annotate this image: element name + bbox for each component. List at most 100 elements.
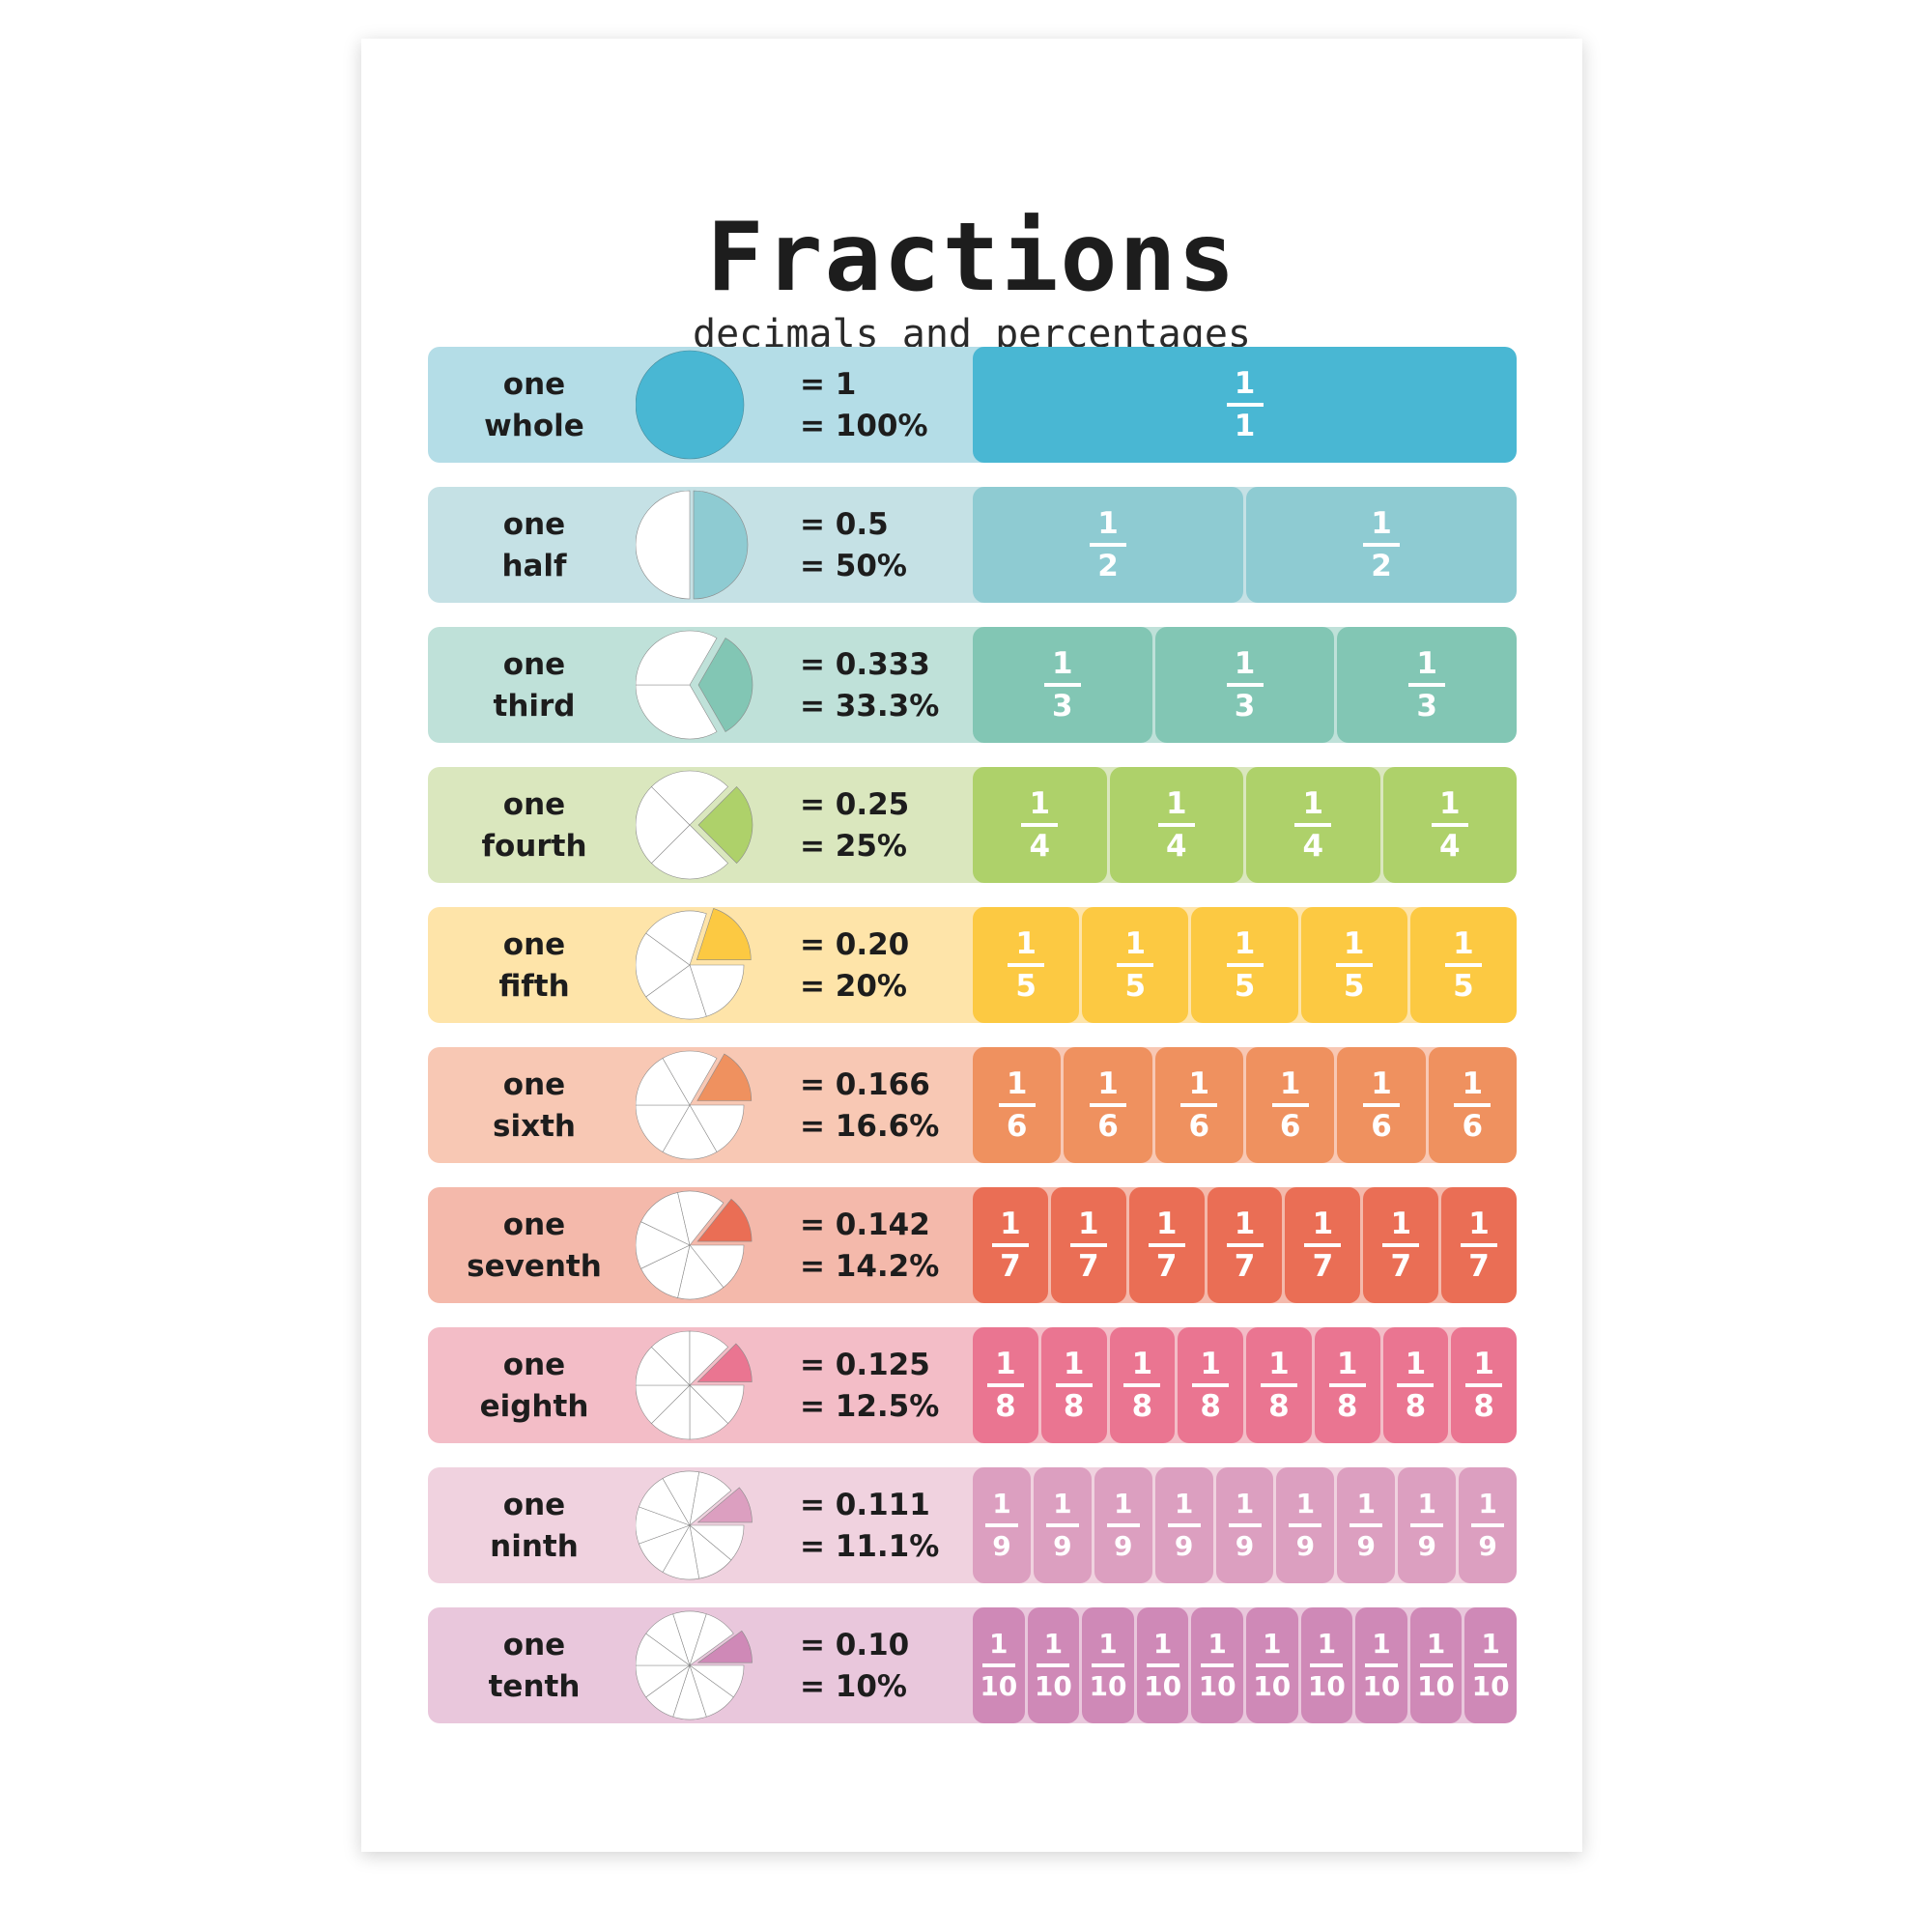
fraction-cell: 1 10 [1245, 1607, 1298, 1723]
pie-slice-highlighted [697, 785, 753, 865]
fraction-name-line2: ninth [490, 1529, 579, 1564]
numerator: 1 [1302, 786, 1324, 821]
numerator: 1 [1053, 1488, 1072, 1520]
denominator: 6 [1279, 1109, 1301, 1144]
fraction-name: one half [428, 504, 640, 587]
numerator: 1 [1405, 1347, 1427, 1381]
pie-icon [636, 630, 753, 740]
fraction-line [1069, 1243, 1107, 1247]
fraction-line [986, 1383, 1024, 1387]
denominator: 9 [1174, 1530, 1194, 1562]
numerator: 1 [1343, 926, 1365, 961]
fraction-line [1148, 1243, 1185, 1247]
denominator: 6 [1371, 1109, 1392, 1144]
denominator: 5 [1453, 969, 1474, 1004]
fraction-name-line2: half [501, 549, 567, 583]
pie-slice-highlighted [693, 490, 749, 600]
numerator: 1 [1098, 1628, 1118, 1660]
pie-slice [650, 770, 729, 826]
fraction-line [1045, 1523, 1079, 1527]
denominator: 8 [1473, 1389, 1494, 1424]
pie-slice-highlighted [696, 908, 752, 961]
fraction-line [1255, 1663, 1289, 1667]
denominator: 6 [1462, 1109, 1484, 1144]
numerator: 1 [1234, 646, 1256, 681]
denominator: 8 [1131, 1389, 1153, 1424]
numerator: 1 [1208, 1628, 1227, 1660]
decimal-value: = 0.20 [800, 927, 910, 962]
numerator: 1 [1371, 1066, 1392, 1101]
fraction-name: one fifth [428, 924, 640, 1008]
fraction-name-line2: sixth [493, 1109, 576, 1144]
fraction-line [1397, 1383, 1435, 1387]
fraction-values: = 0.111 = 11.1% [800, 1485, 939, 1568]
pie-slice [636, 630, 718, 686]
fraction-line [998, 1103, 1036, 1107]
numerator: 1 [1416, 646, 1437, 681]
denominator: 9 [1478, 1530, 1497, 1562]
fraction-line [1461, 1243, 1498, 1247]
denominator: 7 [1312, 1249, 1334, 1284]
numerator: 1 [1468, 1207, 1490, 1241]
denominator: 10 [1034, 1670, 1072, 1702]
fraction-line [1471, 1523, 1505, 1527]
fraction-line [1260, 1383, 1297, 1387]
decimal-value: = 0.166 [800, 1067, 930, 1102]
numerator: 1 [1097, 1066, 1119, 1101]
percent-value: = 10% [800, 1669, 907, 1704]
pie-slice [689, 964, 745, 1017]
pie-icon [636, 350, 745, 460]
fraction-line [981, 1663, 1015, 1667]
fraction-name: one sixth [428, 1065, 640, 1148]
pie-slice [636, 932, 691, 998]
pie-slice [689, 1330, 729, 1386]
fraction-values: = 0.166 = 16.6% [800, 1065, 939, 1148]
pie-icon [636, 1610, 753, 1720]
fraction-cell: 1 10 [1300, 1607, 1353, 1723]
pie-slice-highlighted [696, 1343, 753, 1382]
fraction-name: one tenth [428, 1625, 640, 1708]
numerator: 1 [1000, 1207, 1021, 1241]
fraction-cell: 1 10 [1027, 1607, 1080, 1723]
denominator: 10 [1089, 1670, 1127, 1702]
fraction-line [1157, 823, 1195, 827]
fraction-line [1117, 963, 1154, 967]
denominator: 4 [1165, 829, 1187, 864]
fraction-values: = 0.25 = 25% [800, 784, 909, 867]
denominator: 5 [1343, 969, 1365, 1004]
pie-slice [636, 1104, 691, 1152]
denominator: 7 [1390, 1249, 1412, 1284]
fraction-line [991, 1243, 1029, 1247]
denominator: 8 [1200, 1389, 1221, 1424]
fraction-row: one sixth = 0.166 = 16.6% 1 6 1 6 1 6 1 6 1 6 1 6 [428, 1047, 1517, 1163]
pie-slice-highlighted [696, 1487, 753, 1523]
fraction-line [1350, 1523, 1383, 1527]
numerator: 1 [1052, 646, 1073, 681]
pie-icon [636, 1470, 753, 1580]
numerator: 1 [1295, 1488, 1316, 1520]
